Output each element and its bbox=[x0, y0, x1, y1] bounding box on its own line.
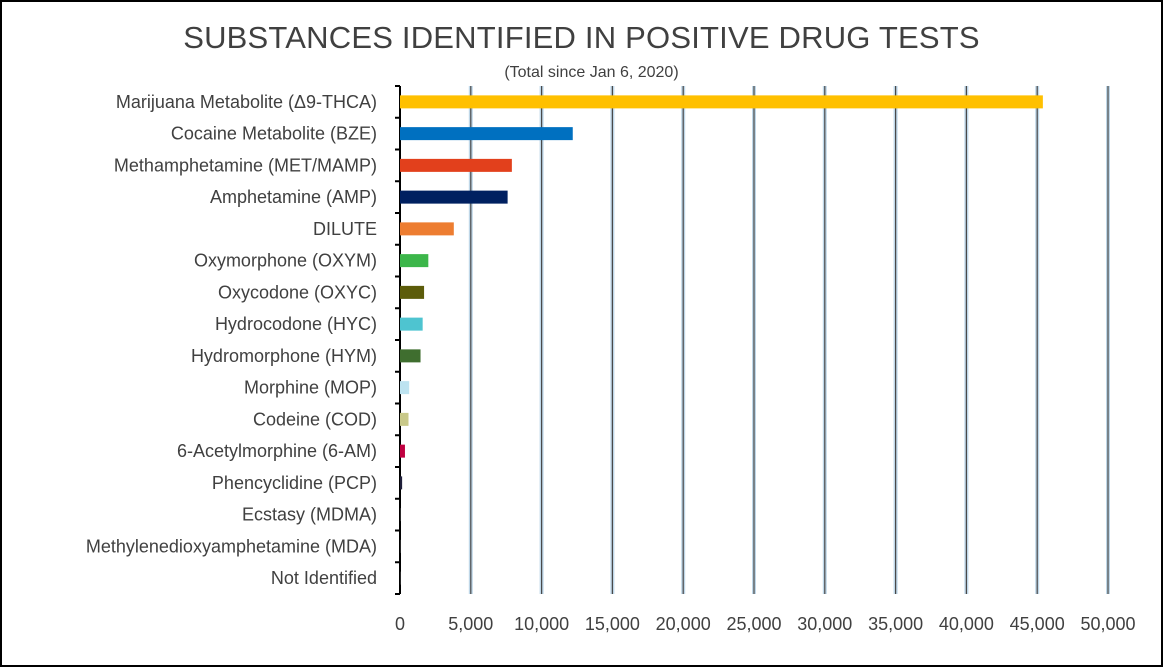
bar bbox=[400, 381, 410, 395]
bar bbox=[400, 508, 401, 522]
category-label: Hydromorphone (HYM) bbox=[191, 346, 377, 366]
bar bbox=[400, 412, 409, 426]
bar bbox=[400, 571, 401, 585]
tick-label: 20,000 bbox=[656, 614, 711, 634]
bar bbox=[400, 158, 512, 172]
bar bbox=[400, 95, 1043, 109]
bar bbox=[400, 476, 403, 490]
tick-label: 45,000 bbox=[1010, 614, 1065, 634]
category-label: Oxycodone (OXYC) bbox=[218, 282, 377, 302]
chart-subtitle: (Total since Jan 6, 2020) bbox=[504, 64, 679, 81]
bar bbox=[400, 539, 401, 553]
tick-label: 10,000 bbox=[514, 614, 569, 634]
tick-label: 25,000 bbox=[726, 614, 781, 634]
value-tick-labels: 0 5,000 10,000 15,000 20,000 25,000 30,000 35,0… bbox=[395, 614, 1136, 634]
tick-label: 30,000 bbox=[797, 614, 852, 634]
tick-label: 35,000 bbox=[868, 614, 923, 634]
category-label: Morphine (MOP) bbox=[244, 378, 377, 398]
category-label: DILUTE bbox=[313, 219, 377, 239]
bar bbox=[400, 190, 508, 204]
category-label: Codeine (COD) bbox=[253, 409, 377, 429]
category-label: 6-Acetylmorphine (6-AM) bbox=[177, 441, 377, 461]
bar bbox=[400, 349, 421, 363]
bar bbox=[400, 285, 425, 299]
bars bbox=[400, 95, 1043, 585]
category-label: Hydrocodone (HYC) bbox=[215, 314, 377, 334]
bar bbox=[400, 222, 454, 236]
gridlines bbox=[468, 86, 1110, 594]
tick-label: 0 bbox=[395, 614, 405, 634]
tick-label: 50,000 bbox=[1080, 614, 1135, 634]
category-labels: Marijuana Metabolite (Δ9-THCA) Cocaine Me… bbox=[86, 92, 377, 588]
category-label: Marijuana Metabolite (Δ9-THCA) bbox=[116, 92, 377, 112]
category-label: Methylenedioxyamphetamine (MDA) bbox=[86, 536, 377, 556]
category-label: Cocaine Metabolite (BZE) bbox=[171, 124, 377, 144]
bar bbox=[400, 317, 423, 331]
category-label: Phencyclidine (PCP) bbox=[212, 473, 377, 493]
category-label: Amphetamine (AMP) bbox=[210, 187, 377, 207]
bar bbox=[400, 127, 573, 141]
category-axis bbox=[395, 85, 401, 595]
bar bbox=[400, 254, 429, 268]
category-label: Methamphetamine (MET/MAMP) bbox=[114, 155, 377, 175]
bar bbox=[400, 444, 405, 458]
tick-label: 15,000 bbox=[585, 614, 640, 634]
tick-label: 40,000 bbox=[939, 614, 994, 634]
category-label: Ecstasy (MDMA) bbox=[242, 505, 377, 525]
category-label: Oxymorphone (OXYM) bbox=[194, 251, 377, 271]
category-label: Not Identified bbox=[271, 568, 377, 588]
chart-title: SUBSTANCES IDENTIFIED IN POSITIVE DRUG T… bbox=[183, 20, 980, 55]
tick-label: 5,000 bbox=[448, 614, 493, 634]
